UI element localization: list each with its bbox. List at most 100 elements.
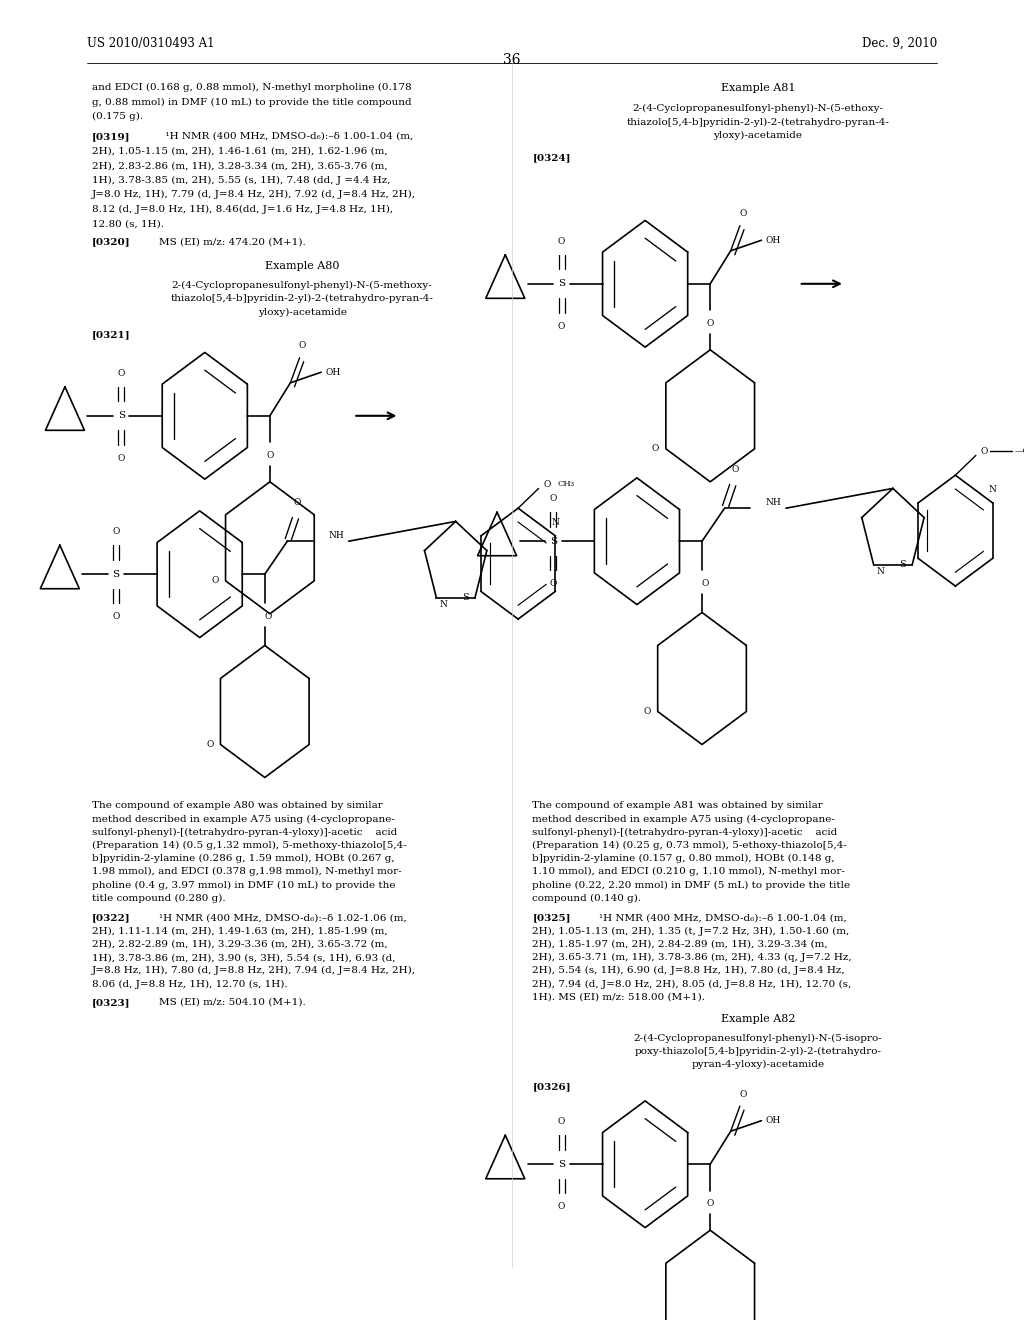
Text: Example A81: Example A81 — [721, 83, 795, 94]
Text: 2H), 1.11-1.14 (m, 2H), 1.49-1.63 (m, 2H), 1.85-1.99 (m,: 2H), 1.11-1.14 (m, 2H), 1.49-1.63 (m, 2H… — [92, 927, 388, 936]
Text: 8.06 (d, J=8.8 Hz, 1H), 12.70 (s, 1H).: 8.06 (d, J=8.8 Hz, 1H), 12.70 (s, 1H). — [92, 979, 288, 989]
Text: 2H), 1.05-1.15 (m, 2H), 1.46-1.61 (m, 2H), 1.62-1.96 (m,: 2H), 1.05-1.15 (m, 2H), 1.46-1.61 (m, 2H… — [92, 147, 388, 156]
Text: O: O — [558, 1118, 565, 1126]
Text: O: O — [118, 454, 125, 462]
Text: J=8.8 Hz, 1H), 7.80 (d, J=8.8 Hz, 2H), 7.94 (d, J=8.4 Hz, 2H),: J=8.8 Hz, 1H), 7.80 (d, J=8.8 Hz, 2H), 7… — [92, 966, 416, 975]
Text: b]pyridin-2-ylamine (0.286 g, 1.59 mmol), HOBt (0.267 g,: b]pyridin-2-ylamine (0.286 g, 1.59 mmol)… — [92, 854, 395, 863]
Text: pholine (0.22, 2.20 mmol) in DMF (5 mL) to provide the title: pholine (0.22, 2.20 mmol) in DMF (5 mL) … — [532, 880, 851, 890]
Text: O: O — [558, 322, 565, 330]
Text: [0321]: [0321] — [92, 330, 131, 339]
Text: method described in example A75 using (4-cyclopropane-: method described in example A75 using (4… — [92, 814, 395, 824]
Text: [0322]: [0322] — [92, 913, 131, 923]
Text: compound (0.140 g).: compound (0.140 g). — [532, 894, 642, 903]
Text: N: N — [439, 599, 447, 609]
Text: g, 0.88 mmol) in DMF (10 mL) to provide the title compound: g, 0.88 mmol) in DMF (10 mL) to provide … — [92, 98, 412, 107]
Text: S: S — [550, 537, 557, 545]
Text: 36: 36 — [503, 53, 521, 67]
Text: OH: OH — [766, 236, 780, 244]
Text: The compound of example A80 was obtained by similar: The compound of example A80 was obtained… — [92, 801, 383, 810]
Text: OH: OH — [766, 1117, 780, 1125]
Text: 2-(4-Cyclopropanesulfonyl-phenyl)-N-(5-ethoxy-: 2-(4-Cyclopropanesulfonyl-phenyl)-N-(5-e… — [632, 104, 884, 114]
Text: and EDCI (0.168 g, 0.88 mmol), N-methyl morpholine (0.178: and EDCI (0.168 g, 0.88 mmol), N-methyl … — [92, 83, 412, 92]
Text: MS (EI) m/z: 504.10 (M+1).: MS (EI) m/z: 504.10 (M+1). — [159, 998, 305, 1007]
Text: S: S — [463, 593, 469, 602]
Text: —CH₂CH₃: —CH₂CH₃ — [1015, 447, 1024, 455]
Text: S: S — [558, 1160, 565, 1168]
Text: [0323]: [0323] — [92, 998, 131, 1007]
Text: 2H), 2.83-2.86 (m, 1H), 3.28-3.34 (m, 2H), 3.65-3.76 (m,: 2H), 2.83-2.86 (m, 1H), 3.28-3.34 (m, 2H… — [92, 161, 388, 170]
Text: 1.10 mmol), and EDCI (0.210 g, 1.10 mmol), N-methyl mor-: 1.10 mmol), and EDCI (0.210 g, 1.10 mmol… — [532, 867, 846, 876]
Text: O: O — [118, 370, 125, 378]
Text: Example A80: Example A80 — [265, 261, 339, 272]
Text: 1H), 3.78-3.86 (m, 2H), 3.90 (s, 3H), 5.54 (s, 1H), 6.93 (d,: 1H), 3.78-3.86 (m, 2H), 3.90 (s, 3H), 5.… — [92, 953, 395, 962]
Text: O: O — [731, 466, 738, 474]
Text: b]pyridin-2-ylamine (0.157 g, 0.80 mmol), HOBt (0.148 g,: b]pyridin-2-ylamine (0.157 g, 0.80 mmol)… — [532, 854, 836, 863]
Text: O: O — [294, 499, 301, 507]
Text: US 2010/0310493 A1: US 2010/0310493 A1 — [87, 37, 215, 50]
Text: NH: NH — [329, 532, 344, 540]
Text: 2H), 3.65-3.71 (m, 1H), 3.78-3.86 (m, 2H), 4.33 (q, J=7.2 Hz,: 2H), 3.65-3.71 (m, 1H), 3.78-3.86 (m, 2H… — [532, 953, 852, 962]
Text: ¹H NMR (400 MHz, DMSO-d₆):–δ 1.00-1.04 (m,: ¹H NMR (400 MHz, DMSO-d₆):–δ 1.00-1.04 (… — [599, 913, 847, 923]
Text: O: O — [707, 1200, 714, 1208]
Text: [0320]: [0320] — [92, 238, 131, 247]
Text: O: O — [644, 708, 651, 715]
Text: O: O — [550, 495, 557, 503]
Text: O: O — [707, 319, 714, 327]
Text: [0324]: [0324] — [532, 153, 571, 162]
Text: O: O — [207, 741, 214, 748]
Text: sulfonyl-phenyl)-[(tetrahydro-pyran-4-yloxy)]-acetic    acid: sulfonyl-phenyl)-[(tetrahydro-pyran-4-yl… — [92, 828, 397, 837]
Text: 8.12 (d, J=8.0 Hz, 1H), 8.46(dd, J=1.6 Hz, J=4.8 Hz, 1H),: 8.12 (d, J=8.0 Hz, 1H), 8.46(dd, J=1.6 H… — [92, 205, 393, 214]
Text: 1H). MS (EI) m/z: 518.00 (M+1).: 1H). MS (EI) m/z: 518.00 (M+1). — [532, 993, 706, 1002]
Text: [0325]: [0325] — [532, 913, 571, 923]
Text: (0.175 g).: (0.175 g). — [92, 112, 143, 121]
Text: sulfonyl-phenyl)-[(tetrahydro-pyran-4-yloxy)]-acetic    acid: sulfonyl-phenyl)-[(tetrahydro-pyran-4-yl… — [532, 828, 838, 837]
Text: N: N — [989, 486, 996, 494]
Text: 2H), 1.05-1.13 (m, 2H), 1.35 (t, J=7.2 Hz, 3H), 1.50-1.60 (m,: 2H), 1.05-1.13 (m, 2H), 1.35 (t, J=7.2 H… — [532, 927, 850, 936]
Text: 2H), 1.85-1.97 (m, 2H), 2.84-2.89 (m, 1H), 3.29-3.34 (m,: 2H), 1.85-1.97 (m, 2H), 2.84-2.89 (m, 1H… — [532, 940, 828, 949]
Text: ¹H NMR (400 MHz, DMSO-d₆):–δ 1.02-1.06 (m,: ¹H NMR (400 MHz, DMSO-d₆):–δ 1.02-1.06 (… — [159, 913, 407, 923]
Text: 2-(4-Cyclopropanesulfonyl-phenyl)-N-(5-isopro-: 2-(4-Cyclopropanesulfonyl-phenyl)-N-(5-i… — [634, 1034, 882, 1043]
Text: NH: NH — [766, 499, 781, 507]
Text: 2H), 5.54 (s, 1H), 6.90 (d, J=8.8 Hz, 1H), 7.80 (d, J=8.4 Hz,: 2H), 5.54 (s, 1H), 6.90 (d, J=8.8 Hz, 1H… — [532, 966, 845, 975]
Text: (Preparation 14) (0.5 g,1.32 mmol), 5-methoxy-thiazolo[5,4-: (Preparation 14) (0.5 g,1.32 mmol), 5-me… — [92, 841, 407, 850]
Text: Dec. 9, 2010: Dec. 9, 2010 — [862, 37, 937, 50]
Text: O: O — [264, 612, 271, 620]
Text: S: S — [118, 412, 125, 420]
Text: O: O — [113, 612, 120, 620]
Text: OH: OH — [326, 368, 340, 376]
Text: O: O — [113, 528, 120, 536]
Text: thiazolo[5,4-b]pyridin-2-yl)-2-(tetrahydro-pyran-4-: thiazolo[5,4-b]pyridin-2-yl)-2-(tetrahyd… — [171, 294, 433, 304]
Text: thiazolo[5,4-b]pyridin-2-yl)-2-(tetrahydro-pyran-4-: thiazolo[5,4-b]pyridin-2-yl)-2-(tetrahyd… — [627, 117, 889, 127]
Text: pholine (0.4 g, 3.97 mmol) in DMF (10 mL) to provide the: pholine (0.4 g, 3.97 mmol) in DMF (10 mL… — [92, 880, 395, 890]
Text: method described in example A75 using (4-cyclopropane-: method described in example A75 using (4… — [532, 814, 836, 824]
Text: CH₃: CH₃ — [557, 480, 574, 488]
Text: S: S — [113, 570, 120, 578]
Text: O: O — [266, 451, 273, 459]
Text: S: S — [900, 560, 906, 569]
Text: N: N — [877, 566, 885, 576]
Text: [0326]: [0326] — [532, 1082, 571, 1092]
Text: The compound of example A81 was obtained by similar: The compound of example A81 was obtained… — [532, 801, 823, 810]
Text: MS (EI) m/z: 474.20 (M+1).: MS (EI) m/z: 474.20 (M+1). — [159, 238, 305, 247]
Text: title compound (0.280 g).: title compound (0.280 g). — [92, 894, 225, 903]
Text: S: S — [558, 280, 565, 288]
Text: yloxy)-acetamide: yloxy)-acetamide — [258, 308, 346, 317]
Text: 2-(4-Cyclopropanesulfonyl-phenyl)-N-(5-methoxy-: 2-(4-Cyclopropanesulfonyl-phenyl)-N-(5-m… — [172, 281, 432, 290]
Text: (Preparation 14) (0.25 g, 0.73 mmol), 5-ethoxy-thiazolo[5,4-: (Preparation 14) (0.25 g, 0.73 mmol), 5-… — [532, 841, 847, 850]
Text: O: O — [981, 447, 988, 455]
Text: O: O — [558, 1203, 565, 1210]
Text: O: O — [739, 210, 746, 218]
Text: O: O — [739, 1090, 746, 1098]
Text: 2H), 7.94 (d, J=8.0 Hz, 2H), 8.05 (d, J=8.8 Hz, 1H), 12.70 (s,: 2H), 7.94 (d, J=8.0 Hz, 2H), 8.05 (d, J=… — [532, 979, 852, 989]
Text: yloxy)-acetamide: yloxy)-acetamide — [714, 131, 802, 140]
Text: 12.80 (s, 1H).: 12.80 (s, 1H). — [92, 219, 164, 228]
Text: O: O — [299, 342, 306, 350]
Text: O: O — [558, 238, 565, 246]
Text: 2H), 2.82-2.89 (m, 1H), 3.29-3.36 (m, 2H), 3.65-3.72 (m,: 2H), 2.82-2.89 (m, 1H), 3.29-3.36 (m, 2H… — [92, 940, 388, 949]
Text: N: N — [552, 519, 559, 527]
Text: ¹H NMR (400 MHz, DMSO-d₆):–δ 1.00-1.04 (m,: ¹H NMR (400 MHz, DMSO-d₆):–δ 1.00-1.04 (… — [159, 132, 413, 141]
Text: poxy-thiazolo[5,4-b]pyridin-2-yl)-2-(tetrahydro-: poxy-thiazolo[5,4-b]pyridin-2-yl)-2-(tet… — [634, 1047, 882, 1056]
Text: pyran-4-yloxy)-acetamide: pyran-4-yloxy)-acetamide — [691, 1060, 824, 1069]
Text: O: O — [212, 577, 219, 585]
Text: J=8.0 Hz, 1H), 7.79 (d, J=8.4 Hz, 2H), 7.92 (d, J=8.4 Hz, 2H),: J=8.0 Hz, 1H), 7.79 (d, J=8.4 Hz, 2H), 7… — [92, 190, 416, 199]
